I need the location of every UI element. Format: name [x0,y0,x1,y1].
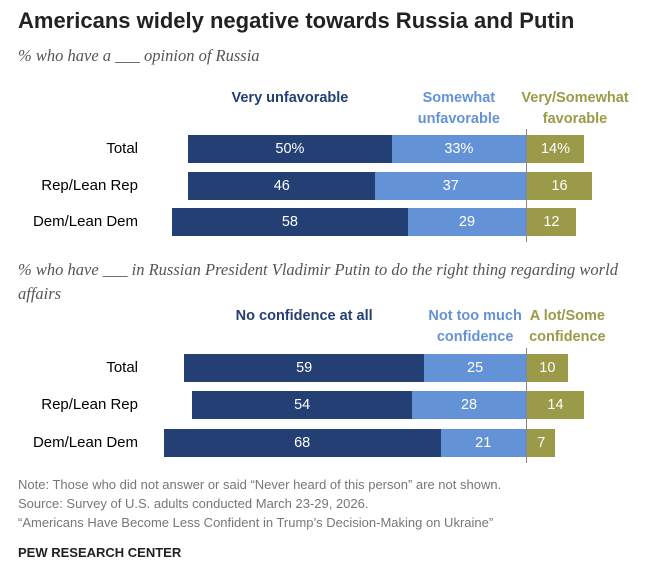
bar [184,354,425,382]
bar [440,428,526,457]
category-label: Rep/Lean Rep [41,396,138,414]
value-label: 68 [294,434,311,451]
value-label: 29 [458,214,476,230]
bar [412,391,526,420]
bar [407,208,526,236]
category-label: Rep/Lean Rep [41,176,138,194]
value-label: 50% [275,141,305,157]
value-label: 58 [281,214,298,230]
value-label: 54 [294,397,311,414]
bar [527,135,584,163]
legend-label: Not too much confidence [428,308,522,345]
legend-label: Very/Somewhat favorable [521,90,629,127]
value-label: 12 [543,214,560,230]
value-label: 46 [273,177,290,194]
bar [527,428,556,457]
category-label: Total [106,140,138,157]
legend-label: A lot/Some confidence [529,308,606,345]
bar [424,354,526,382]
bar [192,391,413,420]
divider [526,129,527,242]
category-label: Dem/Lean Dem [32,213,138,230]
subtitle: % who have ___ in Russian President Vlad… [18,260,618,303]
value-label: 33% [444,141,474,157]
legend-label: Very unfavorable [231,90,349,106]
bar [527,171,593,200]
bar [391,135,526,163]
value-label: 59 [296,360,313,376]
org: PEW RESEARCH CENTER [18,545,182,560]
value-label: 16 [551,177,568,194]
legend-label: No confidence at all [235,308,373,324]
divider [526,348,527,463]
value-label: 14 [547,397,564,414]
bar [188,171,376,200]
category-label: Dem/Lean Dem [32,433,138,451]
value-label: 10 [539,360,556,376]
value-label: 25 [467,360,484,376]
bar [188,135,392,163]
value-label: 7 [537,434,546,451]
value-label: 21 [475,434,492,451]
bar [375,171,526,200]
bar [163,428,441,457]
subtitle: % who have a ___ opinion of Russia [18,46,260,65]
bar [171,208,408,236]
value-label: 37 [442,177,459,194]
bar [527,391,584,420]
note: Note: Those who did not answer or said “… [18,477,502,492]
report: “Americans Have Become Less Confident in… [18,515,494,530]
bar [527,208,576,236]
source: Source: Survey of U.S. adults conducted … [18,496,369,511]
value-label: 14% [540,141,570,157]
legend-label: Somewhat unfavorable [417,90,500,127]
value-label: 28 [460,397,478,414]
bar [527,354,568,382]
category-label: Total [106,359,138,376]
title: Americans widely negative towards Russia… [18,8,575,33]
